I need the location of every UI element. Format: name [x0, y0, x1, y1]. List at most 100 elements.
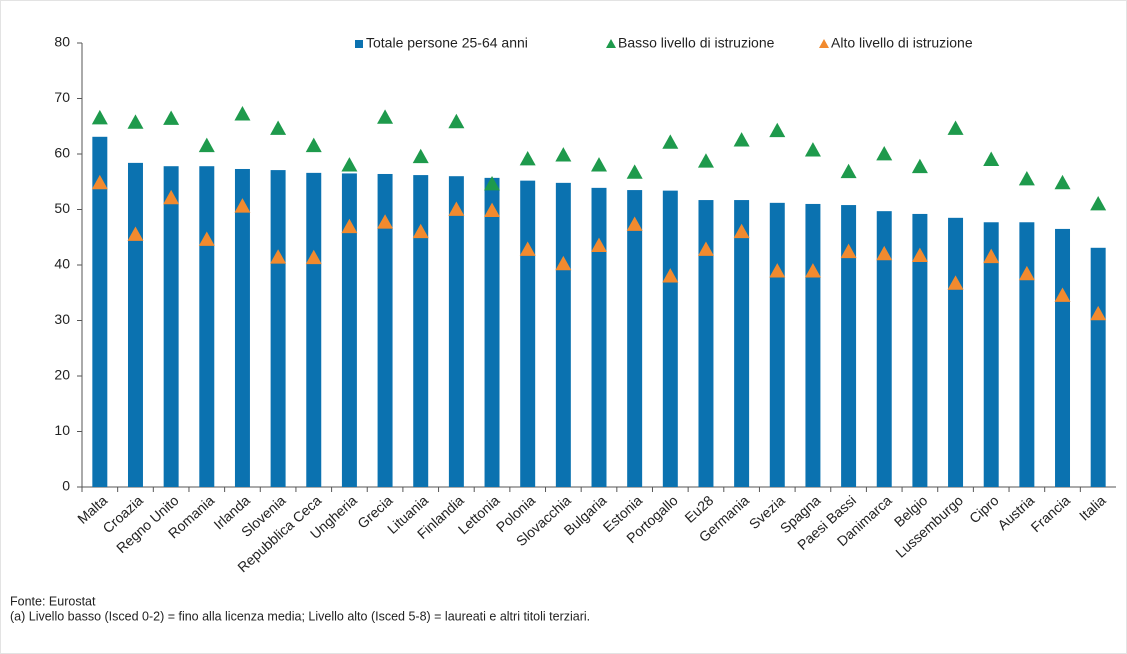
- triangle-marker: [163, 189, 180, 205]
- triangle-marker: [626, 164, 643, 179]
- bar: [448, 176, 464, 487]
- bar: [234, 168, 250, 488]
- triangle-marker: [484, 202, 501, 218]
- triangle-marker: [91, 174, 108, 190]
- triangle-marker: [234, 198, 251, 213]
- triangle-marker: [769, 263, 786, 278]
- bar: [1019, 222, 1035, 487]
- bar: [377, 173, 393, 488]
- legend-marker: [355, 40, 363, 48]
- triangle-marker: [1054, 287, 1071, 302]
- triangle-marker: [697, 241, 714, 256]
- triangle-marker: [448, 201, 465, 216]
- triangle-marker: [519, 150, 536, 166]
- triangle-marker: [1018, 265, 1035, 281]
- bar: [662, 190, 678, 487]
- triangle-marker: [591, 237, 607, 252]
- y-tick-label: 30: [54, 311, 70, 327]
- triangle-marker: [270, 120, 287, 135]
- triangle-marker: [377, 214, 394, 229]
- triangle-marker: [804, 142, 821, 157]
- triangle-marker: [412, 148, 429, 164]
- triangle-marker: [305, 249, 322, 265]
- triangle-marker: [412, 223, 429, 239]
- triangle-marker: [662, 134, 679, 149]
- triangle-marker: [911, 247, 928, 262]
- triangle-marker: [626, 216, 643, 231]
- bar: [591, 187, 607, 488]
- triangle-marker: [983, 248, 1000, 264]
- legend-marker: [819, 39, 829, 48]
- triangle-marker: [591, 157, 607, 172]
- bar: [1055, 228, 1071, 488]
- bar: [948, 217, 964, 487]
- legend-marker: [606, 39, 616, 48]
- triangle-marker: [876, 245, 893, 261]
- triangle-marker: [341, 218, 358, 234]
- triangle-marker: [127, 226, 144, 241]
- triangle-marker: [947, 275, 964, 290]
- bar: [92, 136, 108, 488]
- bar: [983, 222, 999, 487]
- triangle-marker: [270, 249, 287, 264]
- bar: [1090, 247, 1106, 487]
- y-tick-label: 20: [54, 367, 70, 383]
- y-tick-label: 50: [54, 200, 70, 216]
- note: (a) Livello basso (Isced 0-2) = fino all…: [10, 609, 590, 623]
- y-tick-label: 60: [54, 145, 70, 161]
- triangle-marker: [733, 132, 750, 147]
- triangle-marker: [127, 114, 144, 129]
- triangle-marker: [91, 109, 108, 125]
- bar: [413, 175, 429, 487]
- bar: [520, 180, 536, 487]
- legend-label: Totale persone 25-64 anni: [366, 35, 528, 51]
- triangle-marker: [911, 158, 928, 174]
- bar: [270, 170, 286, 487]
- triangle-marker: [840, 163, 857, 179]
- triangle-marker: [662, 268, 679, 283]
- triangle-marker: [1090, 305, 1107, 321]
- triangle-marker: [697, 153, 714, 168]
- bar: [769, 202, 785, 487]
- triangle-marker: [733, 223, 750, 239]
- bar: [698, 200, 714, 487]
- bar: [627, 190, 643, 487]
- triangle-marker: [1090, 195, 1107, 211]
- triangle-marker: [947, 120, 964, 135]
- triangle-marker: [1054, 174, 1071, 190]
- bar: [199, 166, 215, 487]
- bar: [127, 162, 143, 487]
- triangle-marker: [804, 263, 821, 278]
- y-tick-label: 0: [62, 478, 70, 494]
- triangle-marker: [983, 151, 1000, 166]
- bar: [912, 213, 928, 487]
- bar: [734, 200, 750, 487]
- triangle-marker: [377, 109, 394, 124]
- bar: [306, 172, 322, 487]
- triangle-marker: [448, 113, 465, 129]
- y-tick-label: 70: [54, 89, 70, 105]
- bar: [805, 203, 821, 487]
- triangle-marker: [769, 122, 786, 138]
- triangle-marker: [198, 231, 215, 246]
- triangle-marker: [840, 243, 857, 259]
- triangle-marker: [1018, 170, 1035, 186]
- y-tick-label: 10: [54, 422, 70, 438]
- bar: [163, 166, 179, 487]
- source: Fonte: Eurostat: [10, 594, 96, 608]
- triangle-marker: [341, 157, 358, 172]
- triangle-marker: [163, 110, 180, 125]
- bar: [841, 205, 857, 487]
- bar: [341, 173, 357, 488]
- bar: [555, 182, 571, 488]
- legend-label: Basso livello di istruzione: [618, 35, 775, 51]
- triangle-marker: [305, 137, 322, 153]
- bar: [876, 211, 892, 488]
- triangle-marker: [555, 147, 572, 162]
- y-tick-label: 40: [54, 256, 70, 272]
- triangle-marker: [234, 106, 251, 121]
- triangle-marker: [876, 146, 893, 161]
- triangle-marker: [198, 137, 215, 153]
- legend-label: Alto livello di istruzione: [831, 35, 973, 51]
